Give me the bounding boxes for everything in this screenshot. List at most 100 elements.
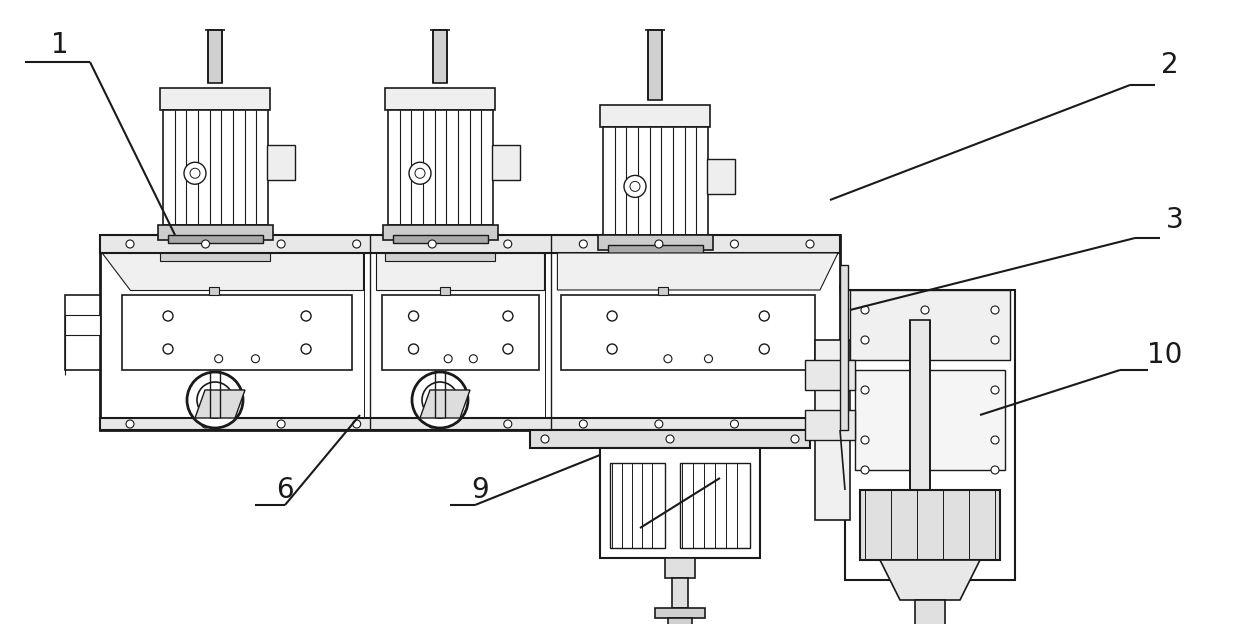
- Bar: [672, 578, 688, 608]
- Circle shape: [655, 240, 663, 248]
- Bar: [562, 295, 815, 370]
- Circle shape: [503, 344, 513, 354]
- Bar: [388, 110, 494, 225]
- Circle shape: [991, 386, 999, 394]
- Bar: [100, 235, 839, 253]
- Polygon shape: [376, 253, 544, 290]
- Circle shape: [991, 466, 999, 474]
- Bar: [529, 430, 810, 448]
- Bar: [100, 418, 839, 430]
- Bar: [805, 360, 856, 390]
- Bar: [707, 159, 735, 195]
- Circle shape: [663, 355, 672, 363]
- Circle shape: [408, 311, 419, 321]
- Circle shape: [352, 420, 361, 428]
- Circle shape: [444, 355, 453, 363]
- Bar: [433, 30, 446, 83]
- Circle shape: [730, 420, 739, 428]
- Circle shape: [806, 420, 813, 428]
- Bar: [805, 410, 856, 440]
- Circle shape: [277, 240, 285, 248]
- Bar: [162, 110, 268, 225]
- Text: 2: 2: [1161, 51, 1179, 79]
- Bar: [658, 287, 668, 295]
- Bar: [815, 340, 849, 520]
- Circle shape: [215, 355, 223, 363]
- Circle shape: [630, 182, 640, 192]
- Bar: [665, 558, 694, 578]
- Circle shape: [921, 306, 929, 314]
- Bar: [603, 127, 708, 235]
- Circle shape: [187, 372, 243, 428]
- Circle shape: [428, 240, 436, 248]
- Circle shape: [409, 162, 432, 184]
- Bar: [210, 287, 219, 295]
- Bar: [600, 448, 760, 558]
- Circle shape: [861, 306, 869, 314]
- Circle shape: [861, 336, 869, 344]
- Bar: [849, 290, 1011, 360]
- Circle shape: [759, 311, 769, 321]
- Bar: [839, 265, 848, 430]
- Text: 6: 6: [277, 476, 294, 504]
- Circle shape: [608, 311, 618, 321]
- Circle shape: [428, 420, 436, 428]
- Bar: [492, 145, 520, 180]
- Bar: [680, 463, 750, 548]
- Circle shape: [469, 355, 477, 363]
- Bar: [64, 315, 100, 335]
- Circle shape: [624, 175, 646, 197]
- Circle shape: [503, 240, 512, 248]
- Circle shape: [991, 436, 999, 444]
- Circle shape: [730, 240, 739, 248]
- Circle shape: [301, 344, 311, 354]
- Circle shape: [301, 311, 311, 321]
- Polygon shape: [195, 390, 246, 418]
- Circle shape: [861, 466, 869, 474]
- Circle shape: [162, 311, 174, 321]
- Circle shape: [861, 436, 869, 444]
- Polygon shape: [558, 253, 838, 290]
- Bar: [910, 320, 930, 560]
- Bar: [208, 30, 222, 83]
- Circle shape: [197, 382, 233, 418]
- Circle shape: [126, 420, 134, 428]
- Circle shape: [415, 168, 425, 178]
- Bar: [440, 287, 450, 295]
- Circle shape: [408, 344, 419, 354]
- Circle shape: [655, 420, 663, 428]
- Bar: [915, 600, 945, 624]
- Circle shape: [791, 435, 799, 443]
- Circle shape: [921, 336, 929, 344]
- Polygon shape: [880, 560, 980, 600]
- Circle shape: [579, 420, 588, 428]
- Circle shape: [759, 344, 769, 354]
- Circle shape: [704, 355, 713, 363]
- Bar: [856, 370, 1004, 470]
- Circle shape: [806, 240, 813, 248]
- Circle shape: [202, 240, 210, 248]
- Bar: [100, 235, 839, 430]
- Circle shape: [503, 311, 513, 321]
- Text: 1: 1: [51, 31, 68, 59]
- Bar: [122, 295, 352, 370]
- Text: 9: 9: [471, 476, 489, 504]
- Text: 3: 3: [1166, 206, 1184, 234]
- Bar: [598, 235, 713, 250]
- Bar: [382, 295, 539, 370]
- Circle shape: [162, 344, 174, 354]
- Circle shape: [352, 240, 361, 248]
- Bar: [668, 618, 692, 624]
- Bar: [160, 253, 270, 261]
- Circle shape: [541, 435, 549, 443]
- Circle shape: [126, 240, 134, 248]
- Circle shape: [422, 382, 458, 418]
- Bar: [393, 235, 489, 243]
- Bar: [610, 463, 665, 548]
- Circle shape: [608, 344, 618, 354]
- Circle shape: [252, 355, 259, 363]
- Circle shape: [991, 306, 999, 314]
- Circle shape: [190, 168, 200, 178]
- Bar: [844, 290, 1016, 580]
- Circle shape: [184, 162, 206, 184]
